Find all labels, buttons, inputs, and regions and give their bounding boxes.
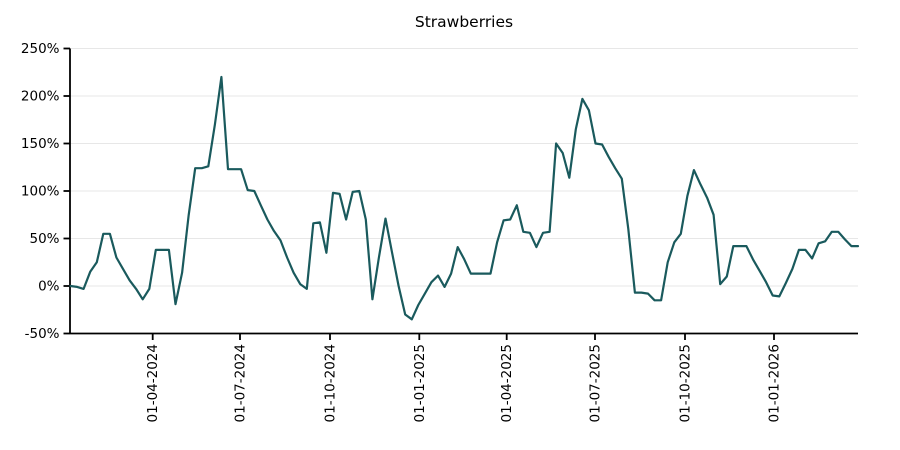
y-tick-label: 200% (21, 89, 60, 105)
gridlines (70, 48, 858, 287)
y-tick-label: 100% (21, 184, 60, 200)
y-tick-label: 150% (21, 136, 60, 152)
x-tick-label: 01-04-2024 (145, 344, 161, 422)
strawberries-price-line (69, 75, 860, 321)
x-tick-label: 01-07-2025 (588, 344, 604, 422)
x-tick-label: 01-04-2025 (499, 344, 515, 422)
x-tick-label: 01-10-2025 (678, 344, 694, 422)
x-tick-label: 01-07-2024 (233, 344, 249, 422)
x-tick-label: 01-01-2026 (767, 344, 783, 422)
y-tick-label: 0% (38, 279, 60, 295)
data-series (69, 75, 860, 321)
x-tick-label: 01-10-2024 (323, 344, 339, 422)
y-tick-label: 50% (29, 231, 59, 247)
chart-title: Strawberries (415, 13, 513, 31)
x-tick-label: 01-01-2025 (412, 344, 428, 422)
y-tick-label: -50% (25, 326, 60, 342)
axes (63, 47, 858, 340)
axis-labels: 250% 200% 150% 100% 50% 0% -50% 01-04-2024 01-07… (21, 41, 783, 422)
y-tick-label: 250% (21, 41, 60, 57)
